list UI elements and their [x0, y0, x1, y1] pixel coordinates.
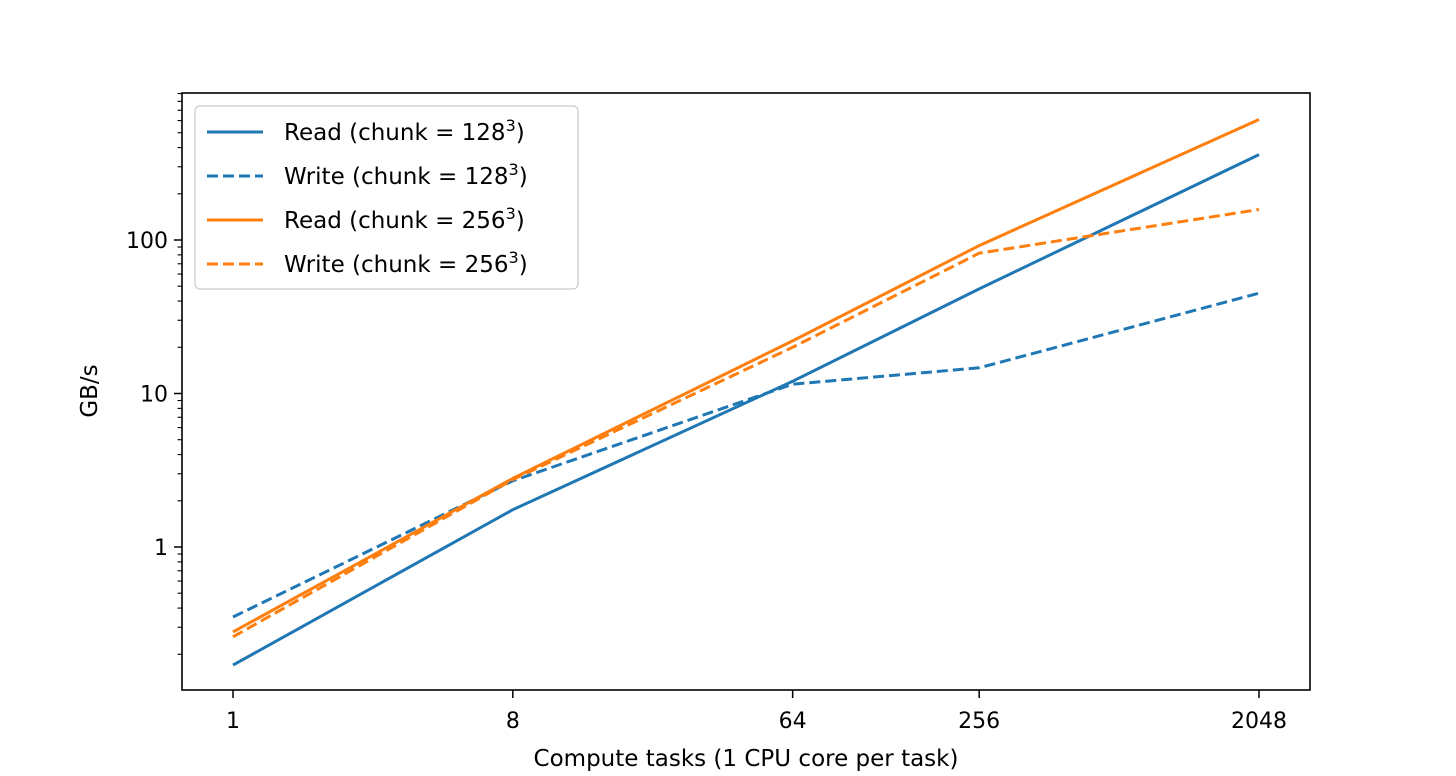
legend-entry-label: Read (chunk = 1283)	[284, 116, 525, 146]
x-axis-label: Compute tasks (1 CPU core per task)	[534, 746, 959, 772]
x-tick-label: 2048	[1231, 709, 1287, 734]
legend-entry-label: Read (chunk = 2563)	[284, 204, 525, 234]
legend-entry-label: Write (chunk = 1283)	[284, 160, 528, 190]
y-axis-label: GB/s	[77, 364, 103, 417]
series-line	[232, 118, 1260, 634]
x-tick-label: 1	[226, 709, 240, 734]
x-tick-label: 256	[958, 709, 1000, 734]
x-tick-label: 64	[779, 709, 807, 734]
series-line	[232, 291, 1260, 619]
y-tick-label: 100	[126, 229, 168, 254]
legend-frame	[194, 105, 579, 290]
legend-items: Read (chunk = 1283) Write (chunk = 1283) R…	[207, 116, 528, 278]
series-line	[232, 208, 1260, 639]
legend: Read (chunk = 1283) Write (chunk = 1283) R…	[194, 105, 579, 290]
x-tick-label: 8	[506, 709, 520, 734]
plot-area-frame	[181, 92, 1311, 691]
legend-entry-label: Write (chunk = 2563)	[284, 248, 528, 278]
series-line	[232, 153, 1260, 667]
y-tick-label: 10	[140, 383, 168, 408]
series-lines	[232, 118, 1260, 667]
axis-ticks	[174, 239, 1260, 698]
tick-labels: 1 8 64 256 2048 1 10 100	[126, 229, 1287, 734]
y-tick-label: 1	[154, 536, 168, 561]
